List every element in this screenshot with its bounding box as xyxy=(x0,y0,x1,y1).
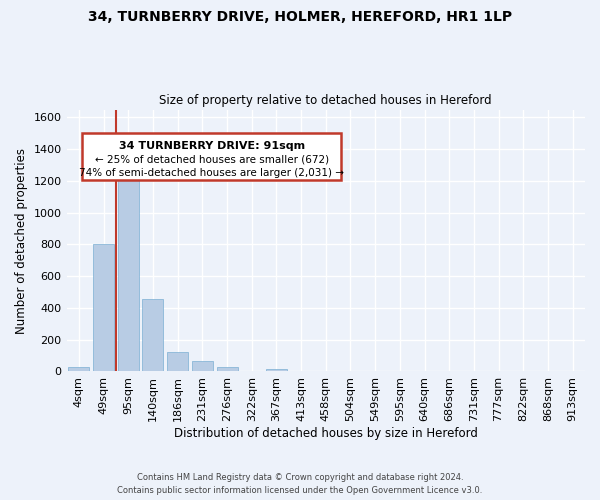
Text: ← 25% of detached houses are smaller (672): ← 25% of detached houses are smaller (67… xyxy=(95,154,329,164)
Title: Size of property relative to detached houses in Hereford: Size of property relative to detached ho… xyxy=(160,94,492,107)
Bar xyxy=(167,352,188,372)
Text: Contains HM Land Registry data © Crown copyright and database right 2024.
Contai: Contains HM Land Registry data © Crown c… xyxy=(118,474,482,495)
Bar xyxy=(192,361,213,372)
Bar xyxy=(266,368,287,372)
Bar xyxy=(68,368,89,372)
FancyBboxPatch shape xyxy=(82,133,341,180)
Bar xyxy=(142,299,163,372)
Text: 34 TURNBERRY DRIVE: 91sqm: 34 TURNBERRY DRIVE: 91sqm xyxy=(119,141,305,151)
Text: 34, TURNBERRY DRIVE, HOLMER, HEREFORD, HR1 1LP: 34, TURNBERRY DRIVE, HOLMER, HEREFORD, H… xyxy=(88,10,512,24)
Text: 74% of semi-detached houses are larger (2,031) →: 74% of semi-detached houses are larger (… xyxy=(79,168,344,178)
Bar xyxy=(217,368,238,372)
Y-axis label: Number of detached properties: Number of detached properties xyxy=(15,148,28,334)
X-axis label: Distribution of detached houses by size in Hereford: Distribution of detached houses by size … xyxy=(174,427,478,440)
Bar xyxy=(93,244,114,372)
Bar xyxy=(118,174,139,372)
